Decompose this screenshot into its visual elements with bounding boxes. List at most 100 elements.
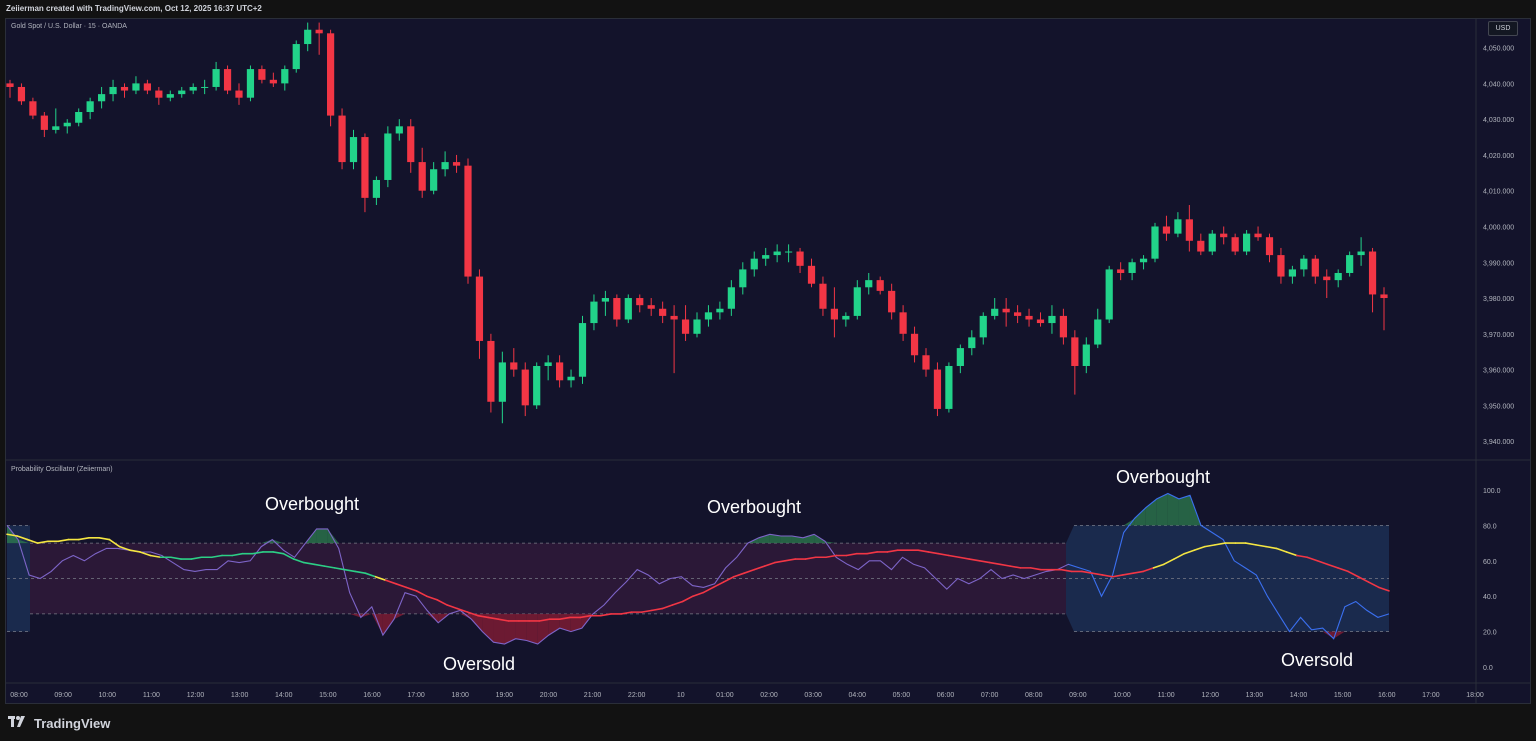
candle-body [143, 83, 151, 91]
candle [1197, 233, 1205, 256]
candle-body [590, 301, 598, 324]
candle-body [968, 337, 976, 349]
candle [98, 86, 106, 109]
candle-body [40, 115, 48, 130]
trend-segment [1081, 570, 1093, 574]
trend-segment [415, 590, 428, 598]
candle-body [922, 355, 930, 370]
trend-segment [1275, 547, 1288, 553]
candle [304, 22, 312, 52]
oversold-fill [382, 613, 394, 636]
time-tick-label: 07:00 [981, 692, 999, 699]
time-tick-label: 18:00 [451, 692, 469, 699]
candle-body [327, 33, 335, 116]
trend-segment [210, 554, 223, 559]
candle-body [395, 126, 403, 134]
footer-brand[interactable]: TradingView [8, 713, 110, 733]
candle [681, 305, 690, 341]
trend-segment [958, 556, 971, 560]
candle [1357, 237, 1365, 266]
time-tick-label: 04:00 [849, 692, 867, 699]
candle [498, 351, 506, 424]
price-tick-label: 3,970.000 [1483, 332, 1514, 339]
candle-body [567, 376, 575, 381]
candle [785, 244, 793, 263]
candle [1243, 230, 1251, 256]
candle [670, 305, 678, 374]
candle [910, 326, 919, 363]
candle-body [1288, 269, 1296, 277]
candle-body [1185, 219, 1193, 241]
candle [578, 315, 587, 384]
time-tick-label: 13:00 [231, 692, 249, 699]
trend-segment [825, 554, 838, 559]
trend-segment [425, 595, 438, 601]
trend-segment [1122, 572, 1134, 576]
trend-segment [620, 611, 633, 615]
oversold-fill [570, 613, 582, 632]
candle [1265, 233, 1274, 263]
trend-segment [1193, 545, 1206, 551]
candle-body [556, 362, 564, 381]
oversold-fill [493, 613, 505, 644]
trend-segment [702, 586, 715, 594]
candle-body [842, 315, 850, 320]
candle [384, 126, 392, 188]
candle-body [876, 280, 884, 291]
candle [1151, 222, 1159, 263]
time-tick-label: 05:00 [893, 692, 911, 699]
trend-segment [1132, 570, 1145, 574]
candle-body [1048, 315, 1056, 324]
candle [246, 65, 255, 102]
trend-segment [651, 607, 663, 612]
trend-segment [323, 565, 336, 569]
candle [327, 29, 335, 127]
trend-segment [487, 616, 500, 621]
trend-segment [1152, 563, 1165, 569]
time-tick-label: 14:00 [1290, 692, 1308, 699]
candle-body [1380, 294, 1388, 299]
candle-body [1346, 255, 1354, 273]
trend-segment [354, 570, 367, 574]
candle-body [1265, 237, 1274, 256]
trend-segment [722, 575, 735, 583]
candle-body [487, 340, 495, 402]
overbought-fill [1123, 518, 1135, 526]
candle-body [498, 362, 506, 402]
candle-body [533, 365, 541, 406]
candle-body [1151, 226, 1159, 259]
trend-segment [1367, 581, 1380, 589]
candle [1059, 308, 1067, 345]
price-axis[interactable]: 4,050.000 4,040.000 4,030.000 4,020.000 4,01… [1483, 46, 1514, 446]
candle-body [739, 269, 747, 288]
candle-body [86, 101, 94, 113]
candle [155, 86, 163, 105]
attribution-bar: Zeiierman created with TradingView.com, … [0, 0, 1536, 18]
time-axis[interactable]: 08:00 09:00 10:00 11:00 12:00 13:00 14:00 15:00… [10, 692, 1484, 699]
price-tick-label: 3,960.000 [1483, 368, 1514, 375]
trend-segment [1337, 567, 1349, 573]
oscillator-title[interactable]: Probability Oscillator (Zeiierman) [11, 466, 113, 473]
overbought-fill [780, 536, 792, 544]
candle-body [258, 69, 266, 80]
candle-body [1139, 258, 1148, 263]
currency-button[interactable]: USD [1488, 21, 1518, 36]
trend-segment [743, 568, 756, 574]
oversold-fill [471, 613, 483, 632]
trend-segment [1255, 544, 1267, 548]
candle [544, 355, 552, 381]
symbol-title[interactable]: Gold Spot / U.S. Dollar · 15 · OANDA [11, 23, 127, 30]
candle-body [659, 308, 667, 316]
trend-segment [251, 551, 264, 555]
candle-body [384, 133, 392, 180]
candle [40, 112, 48, 138]
overbought-fill [261, 539, 273, 544]
candle-body [246, 69, 255, 98]
trend-segment [1326, 563, 1339, 569]
trend-segment [753, 565, 766, 571]
chart-canvas[interactable]: 4,050.000 4,040.000 4,030.000 4,020.000 4,01… [6, 19, 1530, 703]
candle-body [830, 308, 838, 320]
candle [1288, 265, 1296, 284]
oscillator-axis[interactable]: 100.0 80.0 60.0 40.0 20.0 0.0 [1483, 488, 1501, 672]
trend-segment [497, 618, 510, 622]
